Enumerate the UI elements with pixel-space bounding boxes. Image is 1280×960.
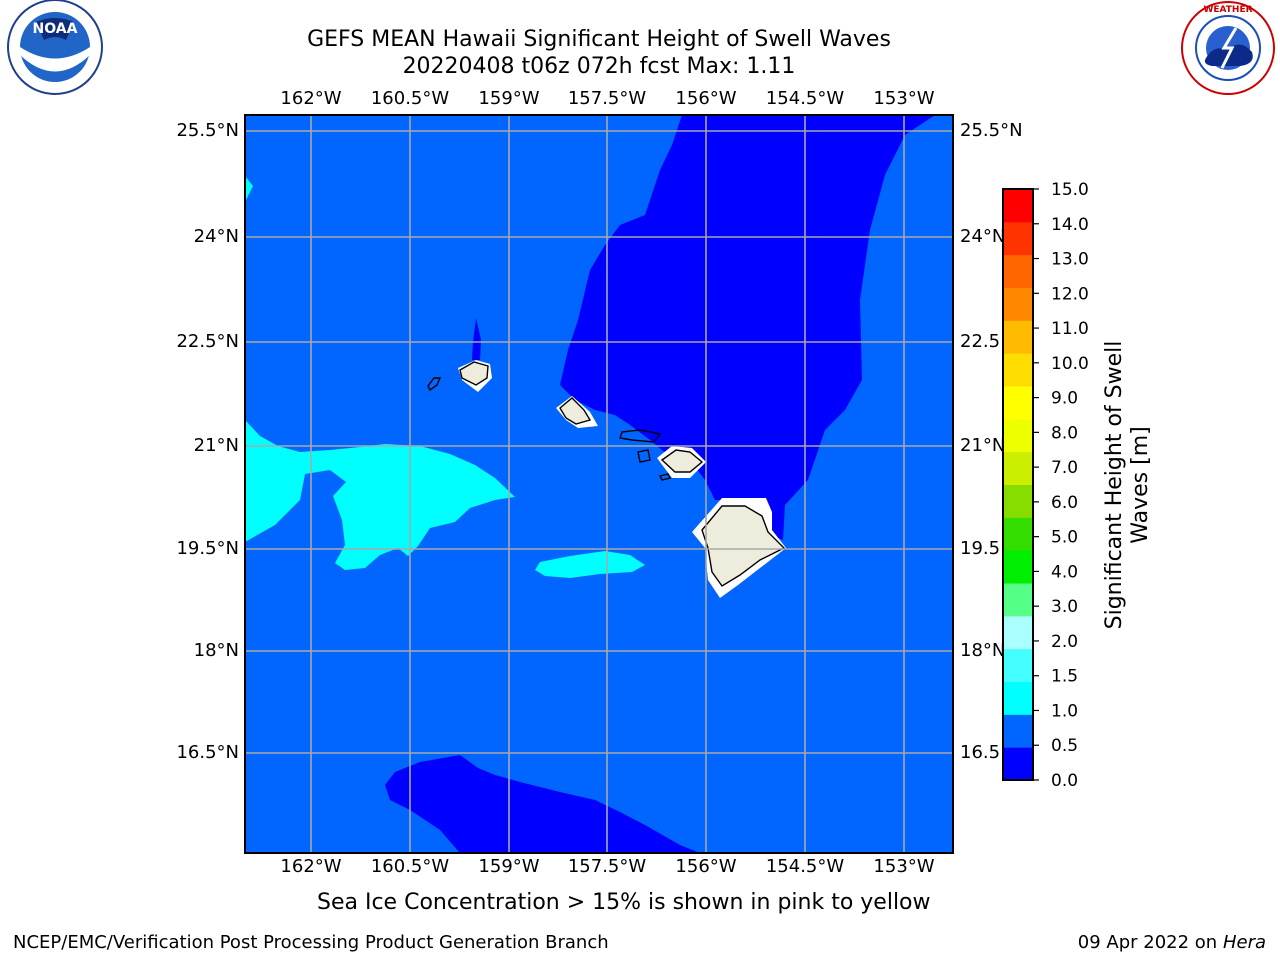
island-lanai <box>637 449 651 463</box>
noaa-logo-text: NOAA <box>33 21 78 37</box>
island-molokai <box>619 429 662 443</box>
colorbar-segment <box>1003 451 1033 485</box>
chart-subtitle: 20220408 t06z 072h fcst Max: 1.11 <box>402 54 796 79</box>
lon-tick-top: 153°W <box>873 88 935 109</box>
colorbar-tick-label: 6.0 <box>1051 493 1078 513</box>
colorbar-tick-label: 3.0 <box>1051 597 1078 617</box>
lat-tick-left: 16.5°N <box>176 742 239 763</box>
colorbar-tick-label: 5.0 <box>1051 528 1078 548</box>
colorbar-tick-label: 1.5 <box>1051 667 1078 687</box>
island-kahoolawe <box>658 473 672 481</box>
chart-title: GEFS MEAN Hawaii Significant Height of S… <box>307 27 891 52</box>
colorbar-tick-label: 11.0 <box>1051 319 1089 339</box>
colorbar-tick-label: 15.0 <box>1051 180 1089 200</box>
lon-tick-bottom: 157.5°W <box>567 856 647 877</box>
colorbar-segment <box>1003 287 1033 321</box>
colorbar-segment <box>1003 254 1033 288</box>
colorbar-segment <box>1003 550 1033 584</box>
colorbar-label-line1: Significant Height of Swell <box>1102 340 1127 630</box>
lon-tick-bottom: 160.5°W <box>370 856 450 877</box>
lon-tick-bottom: 159°W <box>478 856 540 877</box>
lon-tick-bottom: 153°W <box>873 856 935 877</box>
island-kauai-land <box>459 361 489 386</box>
island-oahu-land <box>559 397 592 425</box>
lon-tick-top: 157.5°W <box>567 88 647 109</box>
colorbar-tick-label: 9.0 <box>1051 389 1078 409</box>
colorbar-tick-label: 1.0 <box>1051 701 1078 721</box>
colorbar-segment <box>1003 714 1033 748</box>
islands <box>427 360 786 598</box>
footer-date-text: 09 Apr 2022 on <box>1077 932 1223 953</box>
field-level-1-0-1-5-south <box>535 551 645 578</box>
colorbar-segment <box>1003 484 1033 518</box>
colorbar-tick-label: 7.0 <box>1051 458 1078 478</box>
lat-tick-left: 18°N <box>193 640 239 661</box>
lon-tick-top: 162°W <box>280 88 342 109</box>
sea-ice-note: Sea Ice Concentration > 15% is shown in … <box>317 890 931 915</box>
colorbar-segment <box>1003 221 1033 256</box>
lat-tick-right: 21°N <box>960 435 1006 456</box>
graticule <box>245 115 953 853</box>
colorbar-label: Significant Height of Swell Waves [m] <box>1102 341 1154 630</box>
noaa-logo: NOAA <box>7 0 103 95</box>
lat-tick-left: 24°N <box>193 226 239 247</box>
lat-tick-right: 22.5 <box>960 331 1001 352</box>
lat-tick-right: 24°N <box>960 226 1006 247</box>
colorbar-tick-label: 10.0 <box>1051 354 1089 374</box>
colorbar-tick-label: 4.0 <box>1051 562 1078 582</box>
lon-tick-top: 159°W <box>478 88 540 109</box>
colorbar-segment <box>1003 681 1033 715</box>
colorbar-segment <box>1003 320 1033 354</box>
map-frame <box>244 114 954 854</box>
field-level-1-0-1-5-edge <box>245 176 253 200</box>
colorbar-tick-label: 2.0 <box>1051 632 1078 652</box>
colorbar-tick-label: 0.0 <box>1051 771 1078 791</box>
footer-host: Hera <box>1222 932 1266 953</box>
colorbar-tick-label: 14.0 <box>1051 215 1089 235</box>
colorbar-segment <box>1003 583 1033 617</box>
island-niihau <box>427 377 442 392</box>
lat-tick-right: 16.5 <box>960 742 1001 763</box>
lat-tick-right: 19.5 <box>960 538 1001 559</box>
lat-tick-left: 25.5°N <box>176 120 239 141</box>
colorbar: 0.0 0.5 1.0 1.5 2.0 3.0 4.0 5.0 6.0 7.0 8.0 9.0 10.0… <box>1002 180 1089 791</box>
lat-tick-left: 19.5°N <box>176 538 239 559</box>
colorbar-segment <box>1003 615 1033 650</box>
colorbar-segment <box>1003 648 1033 682</box>
nws-logo: WEATHER <box>1181 1 1275 95</box>
footer-credit: NCEP/EMC/Verification Post Processing Pr… <box>13 932 609 953</box>
lat-tick-left: 22.5°N <box>176 331 239 352</box>
swell-height-field <box>245 115 953 853</box>
field-level-0-0-5-sliver <box>472 318 481 360</box>
colorbar-tick-label: 12.0 <box>1051 284 1089 304</box>
colorbar-segment <box>1003 418 1033 453</box>
lon-tick-bottom: 154.5°W <box>765 856 845 877</box>
lat-tick-right: 25.5°N <box>960 120 1023 141</box>
colorbar-frame <box>1002 188 1034 781</box>
lat-tick-right: 18°N <box>960 640 1006 661</box>
svg-text:WEATHER: WEATHER <box>1203 5 1252 15</box>
lon-tick-top: 160.5°W <box>370 88 450 109</box>
lon-tick-top: 154.5°W <box>765 88 845 109</box>
island-hawaii-land <box>701 505 786 587</box>
lon-tick-bottom: 156°W <box>675 856 737 877</box>
field-level-0-0-5-north <box>560 115 935 540</box>
colorbar-segment <box>1003 747 1033 781</box>
colorbar-segment <box>1003 517 1033 551</box>
lon-tick-top: 156°W <box>675 88 737 109</box>
colorbar-tick-label: 8.0 <box>1051 423 1078 443</box>
colorbar-segment <box>1003 386 1033 420</box>
colorbar-tick-label: 13.0 <box>1051 250 1089 270</box>
footer-date: 09 Apr 2022 on Hera <box>1078 932 1266 953</box>
field-level-1-0-1-5-west <box>245 420 515 570</box>
colorbar-label-line2: Waves [m] <box>1128 426 1153 544</box>
colorbar-tick-label: 0.5 <box>1051 736 1078 756</box>
colorbar-segment <box>1003 353 1033 387</box>
field-level-0-0-5-south <box>385 755 700 853</box>
island-maui-land <box>660 449 704 473</box>
lon-tick-bottom: 162°W <box>280 856 342 877</box>
lat-tick-left: 21°N <box>193 435 239 456</box>
colorbar-segment <box>1003 189 1033 223</box>
